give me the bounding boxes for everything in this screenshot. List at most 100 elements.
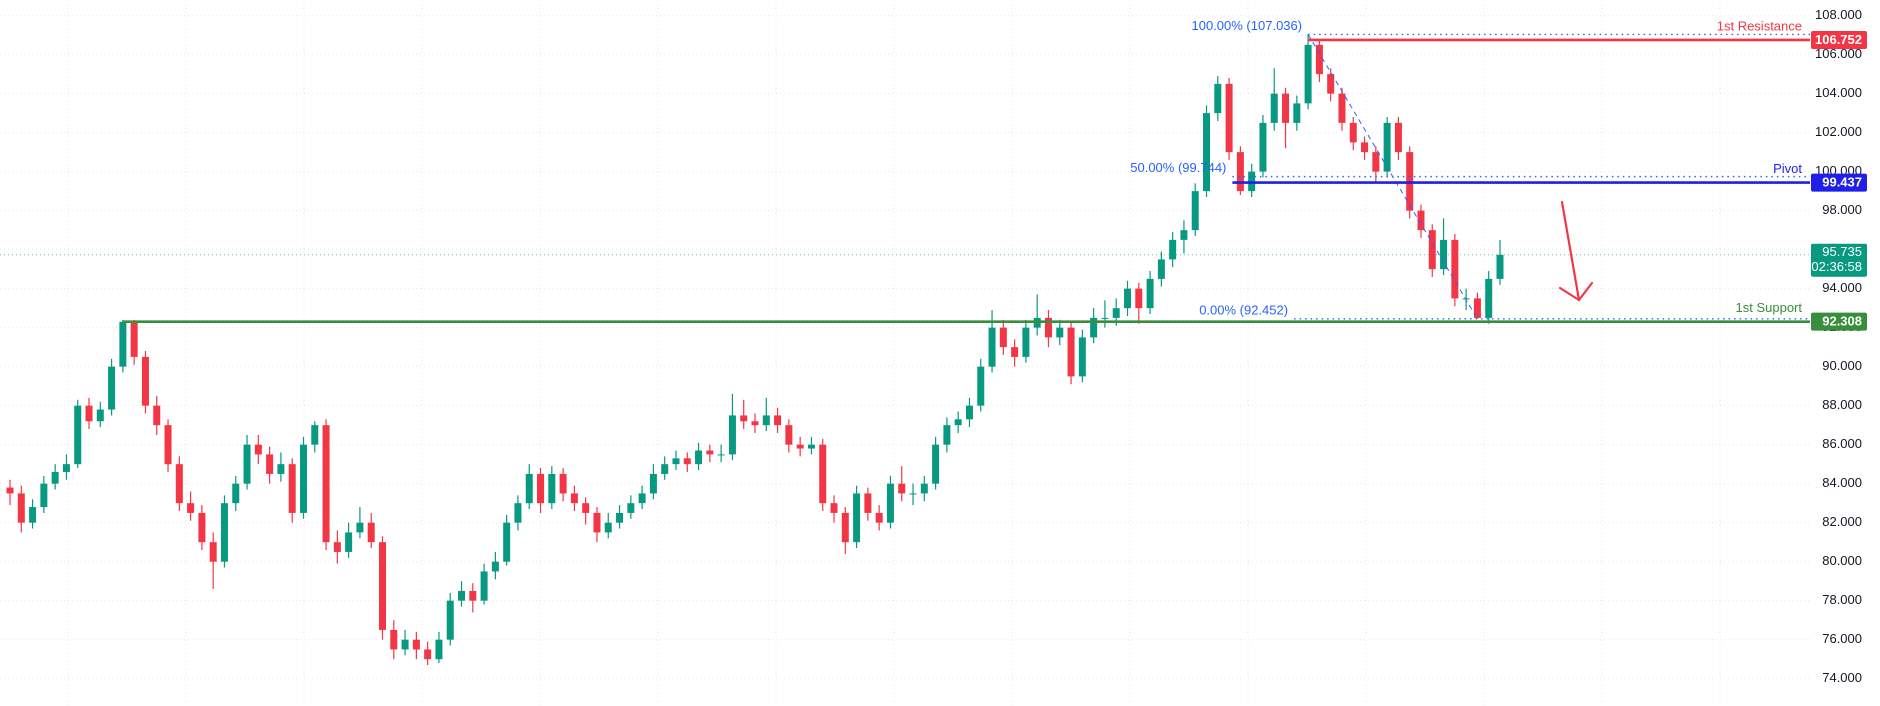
y-tick-label: 74.000 [1822,670,1862,685]
candle-body [796,444,804,449]
candle-body [683,458,691,465]
level-name: 1st Support [1736,300,1803,315]
candle-body [762,415,770,426]
grid [0,0,1810,706]
candle-body [1090,317,1098,338]
countdown-label: 02:36:58 [1811,259,1862,274]
arrow-head [1577,281,1594,302]
candle-body [920,483,928,494]
candle-body [1135,288,1143,309]
candle-body [1078,337,1086,377]
candle-body [1056,327,1064,338]
candle-body [458,590,466,601]
candle-body [661,464,669,474]
candle-body [164,425,172,465]
candle-body [130,321,138,357]
candle-body [469,590,477,601]
candle-body [390,629,398,650]
candle-body [1338,93,1346,123]
candle-body [1485,278,1493,318]
last-price-box [1811,243,1867,277]
y-tick-label: 88.000 [1822,397,1862,412]
candle-body [864,493,872,513]
candle-body [266,454,274,474]
candle-body [141,356,149,406]
candle-body [1293,103,1301,123]
candle-body [965,405,973,420]
candle-body [232,483,240,504]
candle-body [525,473,533,504]
candle-body [1270,93,1278,123]
level-price-label: 106.752 [1815,32,1862,47]
candle-body [1067,327,1075,377]
candle-body [1451,239,1459,299]
candle-body [198,512,206,543]
candle-body [1349,122,1357,143]
plot [6,34,1504,666]
candle-body [1146,278,1154,309]
candle-body [187,503,195,513]
candle-body [886,483,894,523]
candle-body [593,512,601,533]
candle-body [175,464,183,504]
candle-body [446,600,454,640]
candle-body [1191,191,1199,231]
fib-label: 0.00% (92.452) [1199,302,1288,317]
level-price-box [1811,30,1867,49]
candle-body [548,473,556,504]
candle-body [209,542,217,562]
candle-body [1112,308,1120,318]
candle-body [853,493,861,543]
candle-body [85,405,93,422]
candle-body [785,425,793,445]
y-tick-label: 82.000 [1822,514,1862,529]
candle-body [322,425,330,543]
candle-body [943,425,951,445]
candle-body [875,512,883,523]
candle-body [1440,239,1448,270]
candle-body [153,405,161,426]
candle-body [29,507,37,523]
candle-body [51,471,59,484]
candle-body [379,542,386,630]
candle-body [649,473,657,494]
y-tick-label: 84.000 [1822,475,1862,490]
candle-body [841,512,849,543]
price-axis: 74.000 76.000 78.000 80.000 82.000 84.000 86.0… [1811,7,1867,685]
y-tick-label: 106.000 [1815,46,1862,61]
candle-body [1304,44,1312,104]
candle-body [819,444,827,504]
annotations: 100.00% (107.036) 50.00% (99.744) 0.00% (9… [0,18,1810,323]
level-price-box [1811,312,1867,331]
candle-body [367,522,375,543]
y-tick-label: 94.000 [1822,280,1862,295]
candle-body [299,444,307,513]
candle-body [898,483,906,494]
candle-body [830,503,838,513]
candle-body [514,503,522,523]
arrow-shaft [1560,200,1581,302]
candle-body [1225,83,1233,153]
candle-body [74,405,82,465]
candle-body [1282,93,1290,123]
candle-body [356,522,364,533]
candle-body [503,522,511,562]
candle-body [706,450,714,455]
candle-body [909,493,917,495]
candle-body [1428,230,1436,270]
candle-body [333,542,341,552]
fib-label: 50.00% (99.744) [1130,160,1226,175]
y-tick-label: 90.000 [1822,358,1862,373]
candle-body [807,444,815,449]
candle-body [1214,83,1222,114]
candle-body [1417,210,1425,231]
y-tick-label: 104.000 [1815,85,1862,100]
y-tick-label: 108.000 [1815,7,1862,22]
candle-body [17,493,25,523]
candle-body [728,415,736,455]
candle-body [695,450,703,465]
level-name: Pivot [1773,161,1802,176]
candle-body [288,464,296,513]
candle-body [40,483,48,508]
